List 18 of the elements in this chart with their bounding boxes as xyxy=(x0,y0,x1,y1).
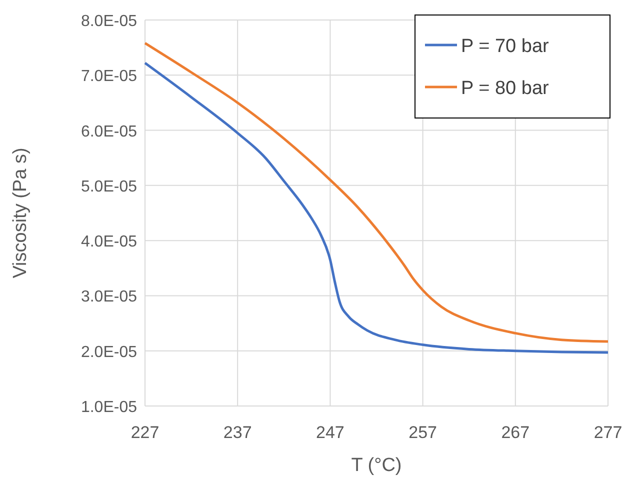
y-tick-label: 1.0E-05 xyxy=(80,399,138,416)
y-tick-label: 4.0E-05 xyxy=(80,234,138,251)
x-axis-title: T (°C) xyxy=(351,455,402,476)
y-tick-label: 7.0E-05 xyxy=(80,68,138,86)
x-tick-label: 267 xyxy=(501,423,530,442)
legend-label: P = 80 bar xyxy=(461,78,550,99)
x-tick-label: 237 xyxy=(223,423,252,442)
x-tick-label: 257 xyxy=(408,423,437,442)
legend-label: P = 70 bar xyxy=(461,36,550,57)
y-tick-label: 2.0E-05 xyxy=(80,344,138,361)
y-tick-label: 5.0E-05 xyxy=(80,178,138,196)
x-tick-label: 227 xyxy=(130,423,160,442)
y-axis-title: Viscosity (Pa s) xyxy=(10,148,31,278)
x-tick-label: 277 xyxy=(594,423,622,442)
y-tick-label: 8.0E-05 xyxy=(80,13,138,30)
y-tick-label: 6.0E-05 xyxy=(80,123,138,140)
x-tick-label: 247 xyxy=(316,423,344,442)
y-tick-label: 3.0E-05 xyxy=(80,288,138,306)
